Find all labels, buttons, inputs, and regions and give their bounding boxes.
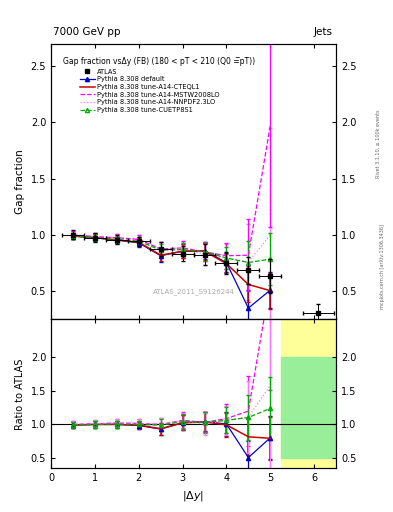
Text: mcplots.cern.ch [arXiv:1306.3436]: mcplots.cern.ch [arXiv:1306.3436] bbox=[380, 224, 385, 309]
Legend: ATLAS, Pythia 8.308 default, Pythia 8.308 tune-A14-CTEQL1, Pythia 8.308 tune-A14: ATLAS, Pythia 8.308 default, Pythia 8.30… bbox=[77, 66, 222, 116]
Bar bbox=[281, 319, 336, 468]
Text: ATLAS_2011_S9126244: ATLAS_2011_S9126244 bbox=[152, 288, 235, 295]
Text: Gap fraction vsΔy (FB) (180 < pT < 210 (Q0 =̅pT̅)): Gap fraction vsΔy (FB) (180 < pT < 210 (… bbox=[63, 57, 255, 67]
Y-axis label: Ratio to ATLAS: Ratio to ATLAS bbox=[15, 358, 25, 430]
Text: Rivet 3.1.10, ≥ 100k events: Rivet 3.1.10, ≥ 100k events bbox=[376, 109, 380, 178]
X-axis label: $|\Delta y|$: $|\Delta y|$ bbox=[182, 489, 205, 503]
Text: 7000 GeV pp: 7000 GeV pp bbox=[53, 27, 120, 37]
Y-axis label: Gap fraction: Gap fraction bbox=[15, 149, 25, 214]
Text: Jets: Jets bbox=[313, 27, 332, 37]
Bar bbox=[281, 357, 336, 458]
